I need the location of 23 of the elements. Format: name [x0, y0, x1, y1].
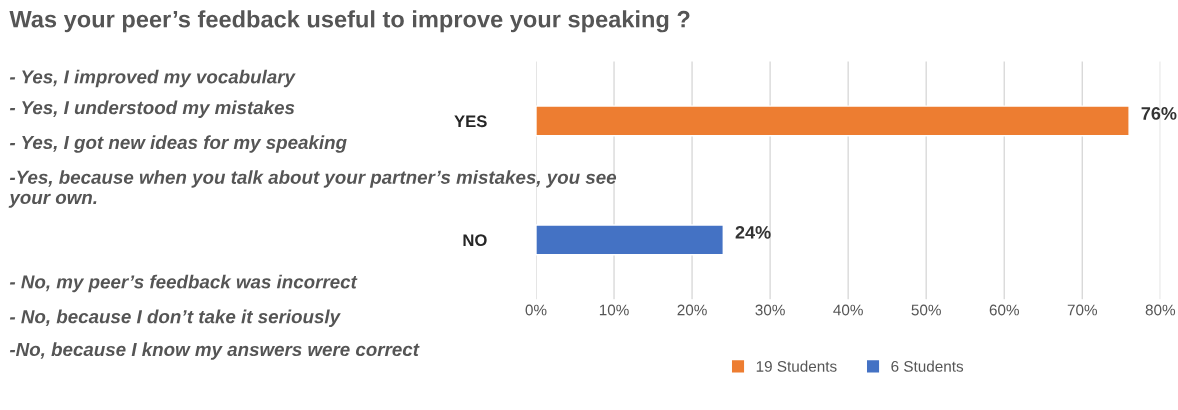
legend-label: 6 Students [891, 360, 964, 372]
x-tick-label: 70% [1067, 304, 1098, 316]
data-label: 24% [735, 225, 771, 239]
x-tick-label: 30% [755, 304, 785, 316]
x-tick-label: 0% [525, 304, 547, 316]
y-tick-label: YES [454, 115, 487, 128]
text: - No, because I don’t take it seriously [9, 309, 341, 328]
text: -No, because I know my answers were correct [9, 342, 420, 360]
text: - Yes, I improved my vocabulary [9, 69, 296, 88]
x-tick-label: 80% [1145, 304, 1176, 316]
annotation: -Yes, because when you talk about your partner’s mistakes, you see your own. [8, 170, 617, 208]
data-label: 76% [1141, 107, 1177, 120]
x-tick-label: 10% [599, 304, 629, 316]
text: - No, my peer’s feedback was incorrect [9, 274, 358, 293]
text: - Yes, I understood my mistakes [9, 100, 295, 118]
legend-label: 19 Students [756, 360, 837, 372]
x-tick-label: 60% [989, 304, 1019, 316]
x-tick-label: 20% [677, 304, 707, 316]
y-tick-label: NO [463, 234, 487, 247]
x-tick-label: 40% [833, 304, 863, 316]
chart-title: Was your peer’s feedback useful to improve your speaking ? [9, 10, 690, 33]
x-tick-label: 50% [911, 304, 941, 316]
text: - Yes, I got new ideas for my speaking [9, 135, 347, 153]
